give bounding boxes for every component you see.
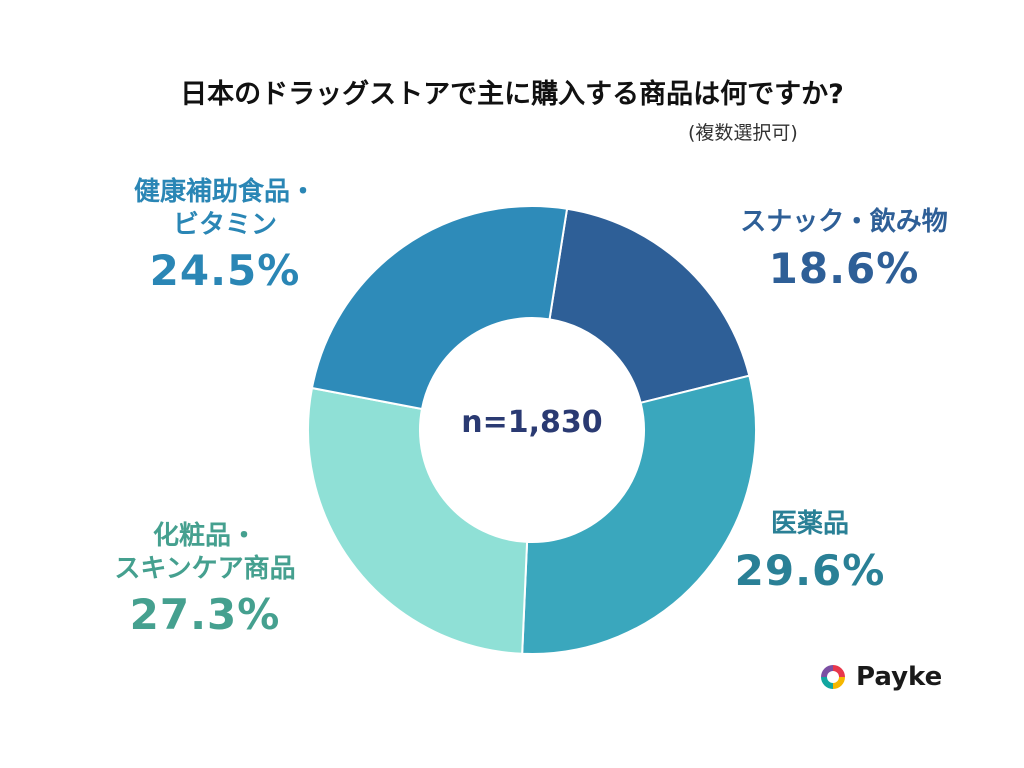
donut-slice-supplements-vitamins — [310, 205, 569, 411]
brand-logo: Payke — [818, 662, 942, 692]
slice-label-snack-drinks: スナック・飲み物 18.6% — [692, 206, 996, 295]
slice-percent: 29.6% — [734, 545, 886, 595]
slice-percent: 27.3% — [129, 590, 281, 639]
slice-label-supplements-vitamins: 健康補助食品・ ビタミン 24.5% — [90, 176, 360, 298]
slice-percent: 24.5% — [149, 246, 301, 295]
slice-percent: 18.6% — [768, 243, 920, 293]
slice-name: 医薬品 — [770, 509, 849, 539]
brand-name: Payke — [856, 662, 943, 692]
donut-slice-cosmetics-skincare — [307, 386, 529, 655]
donut-slice-medicine — [521, 374, 757, 655]
sample-size-label: n=1,830 — [461, 405, 603, 440]
payke-logo-icon — [821, 665, 845, 689]
slice-name-line-2: ビタミン — [172, 209, 277, 240]
slice-name-line-2: スキンケア商品 — [114, 553, 296, 584]
slice-label-cosmetics-skincare: 化粧品・ スキンケア商品 27.3% — [70, 520, 340, 642]
slice-name-line-1: 化粧品・ — [152, 521, 257, 551]
donut-slice-snack-drinks — [548, 207, 751, 405]
slice-name-line-1: 健康補助食品・ — [133, 177, 316, 207]
chart-title: 日本のドラッグストアで主に購入する商品は何ですか? — [180, 79, 844, 110]
slice-name: スナック・飲み物 — [740, 207, 948, 237]
slice-label-medicine: 医薬品 29.6% — [700, 508, 920, 597]
chart-subtitle: (複数選択可) — [688, 122, 798, 144]
